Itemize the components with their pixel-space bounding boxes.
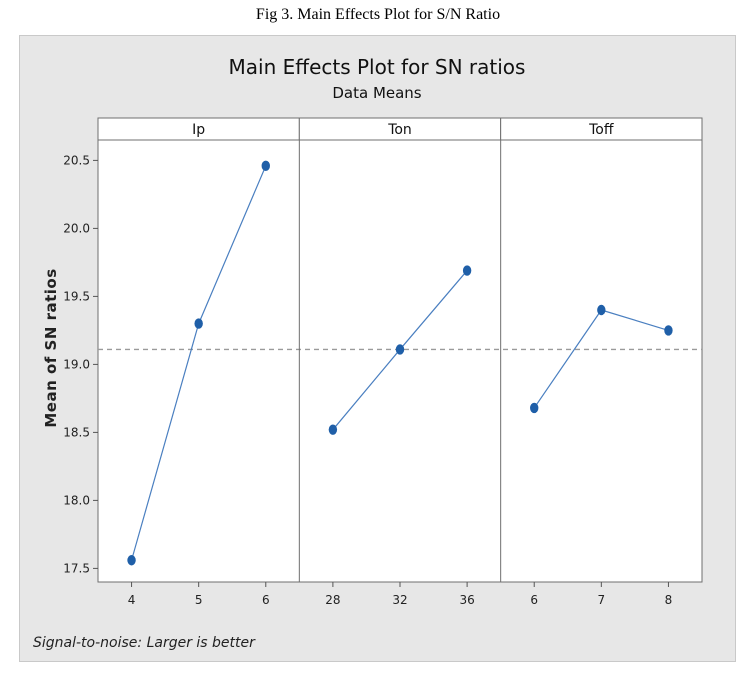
x-tick-label: 6 xyxy=(262,593,270,607)
x-tick-label: 6 xyxy=(530,593,538,607)
y-tick-label: 20.0 xyxy=(63,221,90,235)
panel-strip-label: Ip xyxy=(192,122,205,138)
panel-strip xyxy=(500,117,703,141)
x-tick-label: 7 xyxy=(598,593,606,607)
x-tick-label: 5 xyxy=(195,593,203,607)
data-point xyxy=(530,402,539,414)
figure-caption: Fig 3. Main Effects Plot for S/N Ratio xyxy=(255,6,501,23)
plot-frame xyxy=(97,139,703,583)
footnote: Signal-to-noise: Larger is better xyxy=(33,635,256,651)
x-tick-label: 36 xyxy=(459,593,474,607)
data-point xyxy=(395,344,405,355)
data-point xyxy=(462,265,472,276)
y-tick-label: 18.5 xyxy=(63,425,90,439)
data-point xyxy=(127,555,136,566)
x-tick-label: 28 xyxy=(325,593,340,607)
x-tick-label: 8 xyxy=(665,593,673,607)
y-tick-label: 19.5 xyxy=(63,289,90,303)
panel-strip-label: Ton xyxy=(387,122,412,138)
data-point xyxy=(664,325,673,336)
data-point xyxy=(597,304,606,316)
y-tick-label: 17.5 xyxy=(63,561,90,575)
y-axis-label: Mean of SN ratios xyxy=(42,268,60,427)
data-point xyxy=(261,160,270,172)
y-tick-label: 19.0 xyxy=(63,357,90,371)
data-point xyxy=(194,318,203,329)
chart-subtitle: Data Means xyxy=(332,84,421,102)
plot-area: 17.5 18.0 18.5 19.0 19.5 20.0 20.5 Ip 4 5 6 Ton 28 32… xyxy=(63,117,703,607)
x-tick-label: 4 xyxy=(128,593,136,607)
x-tick-label: 32 xyxy=(392,593,407,607)
panel-strip-label: Toff xyxy=(588,122,614,138)
y-tick-label: 18.0 xyxy=(63,493,90,507)
chart-title: Main Effects Plot for SN ratios xyxy=(229,55,526,79)
y-tick-label: 20.5 xyxy=(63,153,90,167)
data-point xyxy=(328,424,338,435)
